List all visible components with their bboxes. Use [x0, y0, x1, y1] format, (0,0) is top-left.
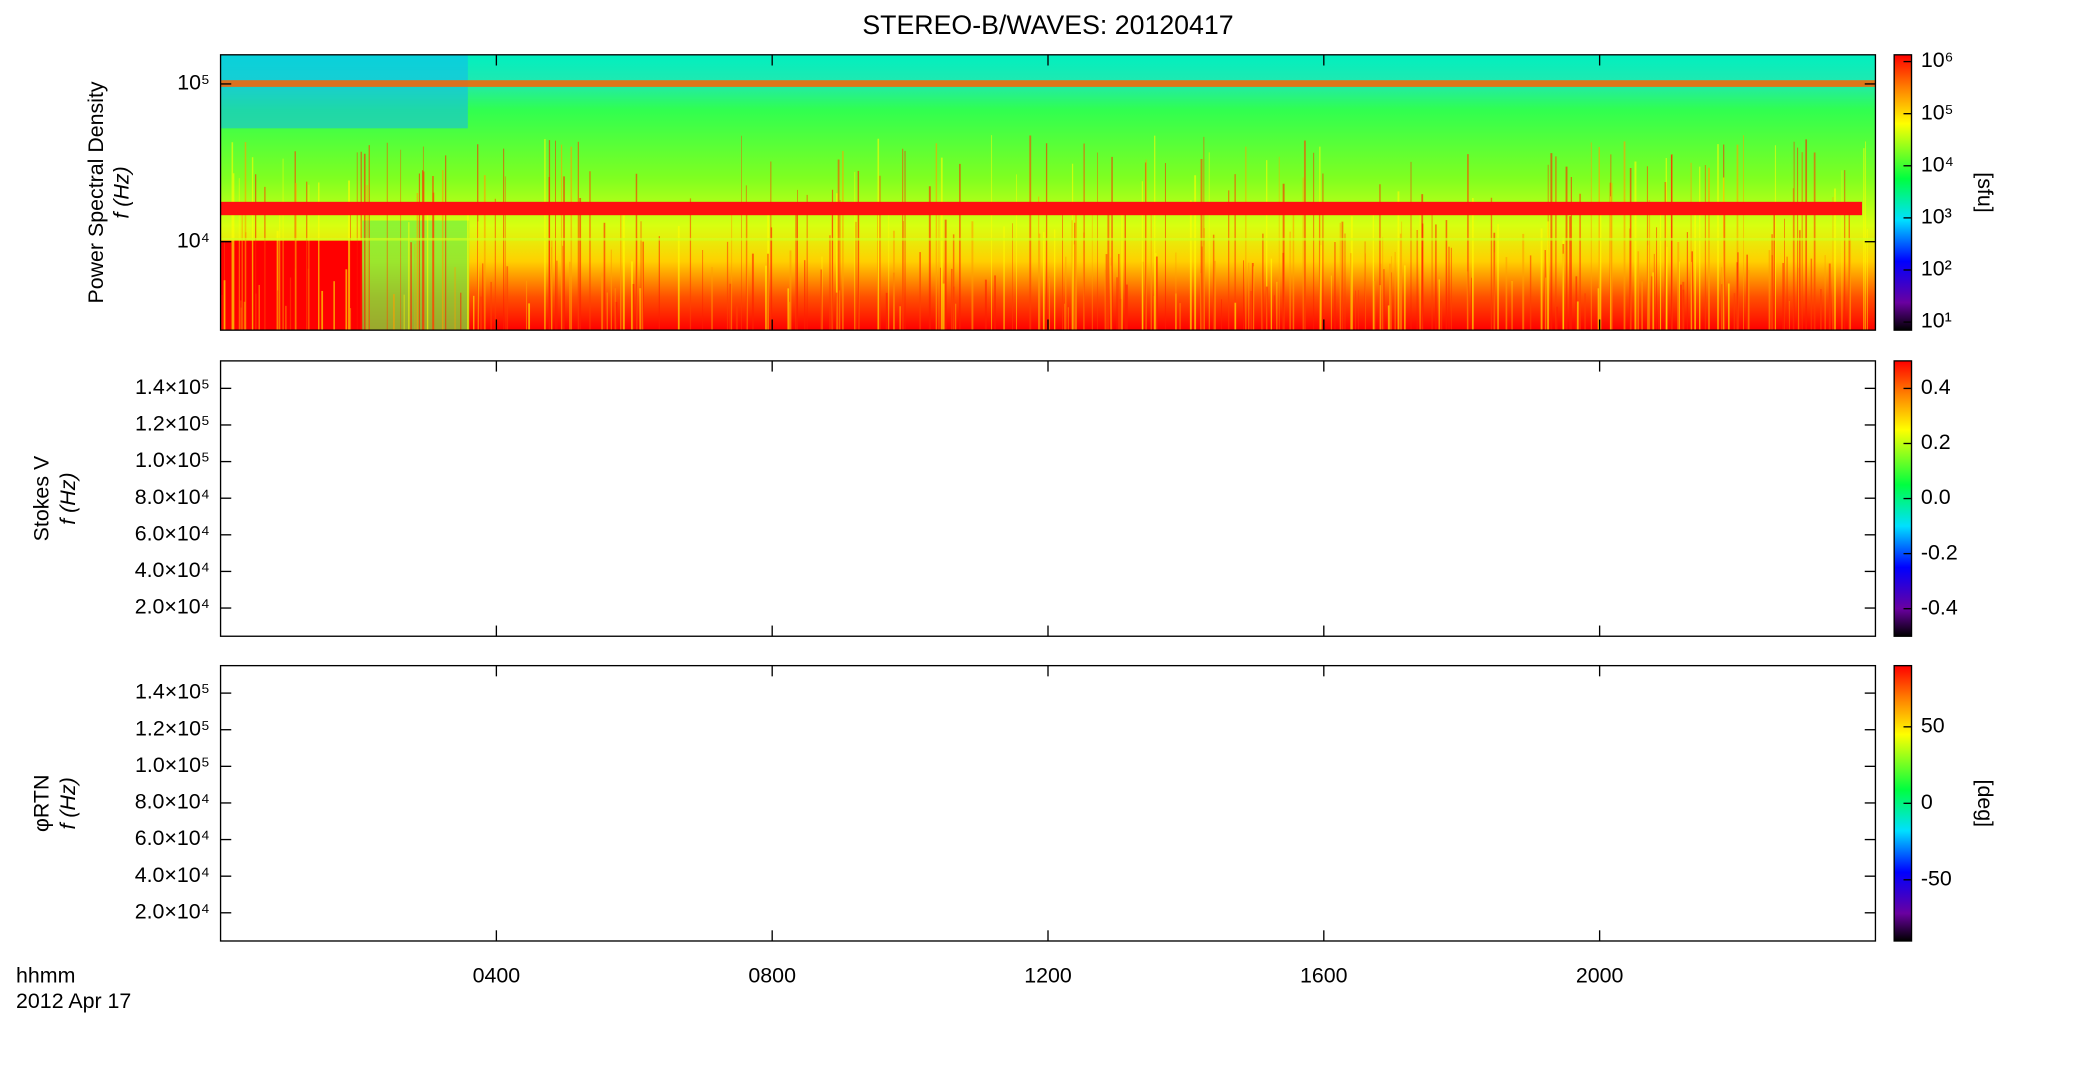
- y-axis-label: Power Spectral Density: [84, 81, 108, 303]
- colorbar-tick-label: -0.2: [1921, 540, 1958, 564]
- colorbar-tick-label: 50: [1921, 713, 1945, 737]
- colorbar-tick-label: 10⁵: [1921, 100, 1954, 124]
- colorbar-tick-label: 10³: [1921, 205, 1952, 229]
- spectrogram-line: [220, 237, 1876, 241]
- y-tick-label: 1.0×10⁵: [135, 448, 210, 472]
- colorbar-tick-label: 0.0: [1921, 485, 1951, 509]
- colorbar-tick-label: 10⁴: [1921, 152, 1954, 176]
- colorbar: [1893, 54, 1913, 331]
- x-tick-label: 1200: [1024, 964, 1072, 988]
- y-tick-label: 1.0×10⁵: [135, 753, 210, 777]
- y-axis-label: f (Hz): [56, 472, 80, 524]
- colorbar-tick-label: 0.4: [1921, 375, 1951, 399]
- x-tick-label: 2000: [1576, 964, 1624, 988]
- y-tick-label: 4.0×10⁴: [135, 863, 210, 887]
- spectrogram-band: [220, 201, 1863, 216]
- y-tick-label: 1.4×10⁵: [135, 375, 210, 399]
- y-tick-label: 6.0×10⁴: [135, 826, 210, 850]
- colorbar-tick-label: -0.4: [1921, 595, 1958, 619]
- y-axis-label: φRTN: [29, 775, 53, 832]
- spectrogram-early: [220, 54, 468, 129]
- plot-frame: [219, 664, 1877, 942]
- y-tick-label: 4.0×10⁴: [135, 558, 210, 582]
- y-tick-label: 10⁴: [177, 228, 210, 252]
- colorbar-tick-label: -50: [1921, 866, 1952, 890]
- plot-frame: [219, 360, 1877, 637]
- spectrogram-image: [220, 54, 1876, 331]
- y-axis-label: Stokes V: [29, 455, 53, 541]
- y-tick-label: 8.0×10⁴: [135, 790, 210, 814]
- colorbar-tick-label: 10⁶: [1921, 48, 1954, 72]
- y-tick-label: 2.0×10⁴: [135, 595, 210, 619]
- colorbar-tick-label: 10²: [1921, 257, 1952, 281]
- y-axis-label: f (Hz): [110, 166, 134, 218]
- spectrogram-early: [362, 220, 470, 331]
- x-tick-label: 0400: [473, 964, 521, 988]
- colorbar-tick-label: 0.2: [1921, 430, 1951, 454]
- y-tick-label: 8.0×10⁴: [135, 485, 210, 509]
- spectrogram-band: [220, 80, 1876, 87]
- y-tick-label: 1.4×10⁵: [135, 680, 210, 704]
- x-axis-label: 2012 Apr 17: [16, 989, 131, 1013]
- x-axis-label: hhmm: [16, 964, 75, 988]
- chart-title: STEREO-B/WAVES: 20120417: [862, 10, 1233, 40]
- colorbar-tick-label: 0: [1921, 790, 1933, 814]
- colorbar-label: [sfu]: [1973, 172, 1997, 212]
- y-tick-label: 6.0×10⁴: [135, 521, 210, 545]
- y-tick-label: 1.2×10⁵: [135, 412, 210, 436]
- colorbar-label: [deg]: [1973, 780, 1997, 828]
- y-axis-label: f (Hz): [56, 777, 80, 829]
- y-tick-label: 2.0×10⁴: [135, 899, 210, 923]
- y-tick-label: 1.2×10⁵: [135, 716, 210, 740]
- y-tick-label: 10⁵: [177, 71, 210, 95]
- x-tick-label: 1600: [1300, 964, 1348, 988]
- colorbar-tick-label: 10¹: [1921, 309, 1952, 333]
- x-tick-label: 0800: [748, 964, 796, 988]
